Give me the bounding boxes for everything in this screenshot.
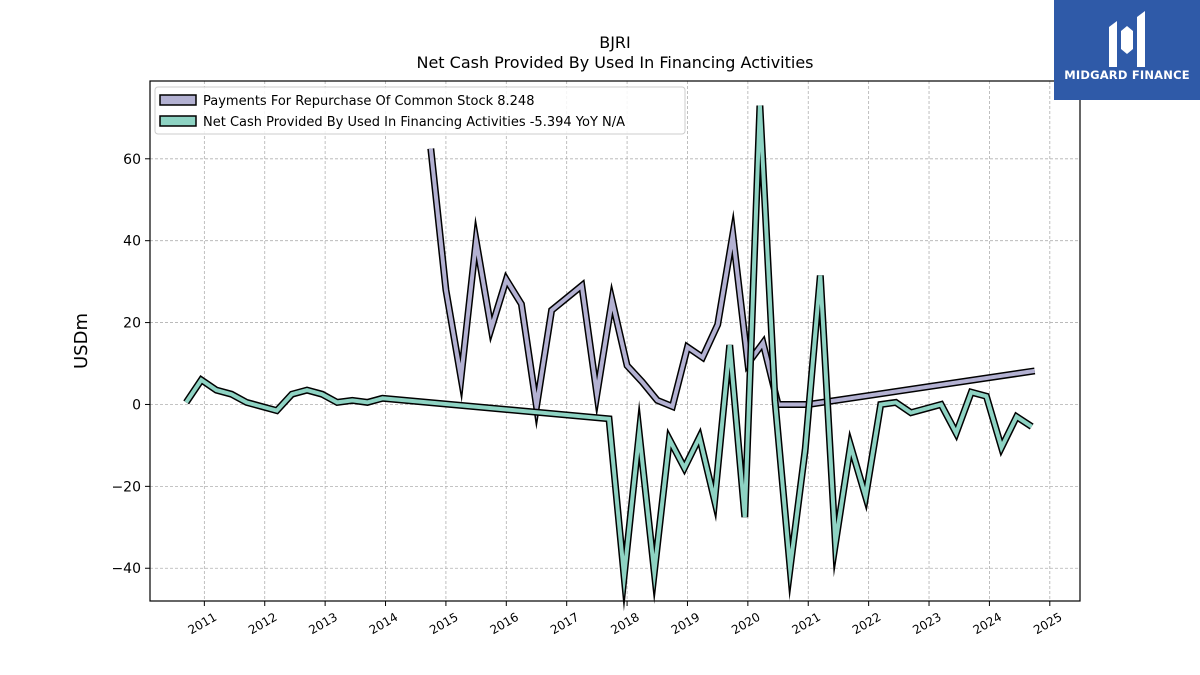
x-tick-label: 2014 (367, 610, 400, 637)
x-tick-label: 2024 (971, 610, 1004, 637)
y-tick-label: 20 (123, 316, 141, 332)
x-tick-label: 2023 (910, 610, 943, 637)
x-tick-label: 2019 (669, 610, 702, 637)
x-tick-label: 2016 (488, 610, 521, 637)
legend: Payments For Repurchase Of Common Stock … (154, 86, 686, 135)
midgard-logo-icon (1109, 11, 1145, 67)
chart-title: BJRI (599, 33, 631, 52)
legend-swatch-net-cash (159, 115, 197, 127)
plot-frame (149, 80, 1081, 602)
y-tick-label: −40 (111, 561, 141, 577)
x-tick-label: 2011 (186, 610, 219, 637)
legend-box (154, 86, 686, 135)
x-tick-label: 2015 (427, 610, 460, 637)
y-tick-label: 40 (123, 234, 141, 250)
x-tick-label: 2021 (790, 610, 823, 637)
x-tick-label: 2017 (548, 610, 581, 637)
grid-lines (150, 81, 1080, 601)
brand-name: MIDGARD FINANCE (1064, 68, 1190, 82)
y-tick-label: −20 (111, 479, 141, 495)
series-line-net-cash (184, 105, 1033, 597)
x-tick-label: 2012 (246, 610, 279, 637)
series-line-repurchase (428, 148, 1035, 420)
x-tick-label: 2025 (1031, 610, 1064, 637)
x-axis-ticks: 2011 2012 2013 2014 2015 2016 2017 2018 2019 2020… (186, 601, 1065, 637)
legend-label-net-cash: Net Cash Provided By Used In Financing A… (203, 115, 625, 130)
y-axis-ticks: −40 −20 0 20 40 60 (111, 152, 150, 577)
x-tick-label: 2022 (850, 610, 883, 637)
y-tick-label: 60 (123, 152, 141, 168)
y-axis-label: USDm (71, 313, 92, 369)
y-tick-label: 0 (132, 397, 141, 413)
legend-swatch-repurchase (159, 94, 197, 106)
x-tick-label: 2013 (306, 610, 339, 637)
chart-subtitle: Net Cash Provided By Used In Financing A… (416, 53, 813, 72)
series-lines (183, 105, 1036, 612)
x-tick-label: 2018 (608, 610, 641, 637)
brand-logo: MIDGARD FINANCE (1054, 0, 1200, 100)
legend-label-repurchase: Payments For Repurchase Of Common Stock … (203, 94, 534, 109)
x-tick-label: 2020 (729, 610, 762, 637)
